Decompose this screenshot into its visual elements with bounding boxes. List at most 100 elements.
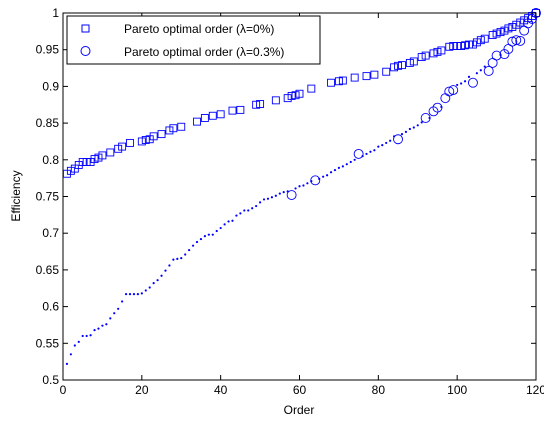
square-marker <box>157 130 166 139</box>
dot-marker <box>365 152 368 156</box>
dot-marker <box>385 141 388 145</box>
square-marker <box>370 70 379 79</box>
x-tick-label: 20 <box>135 383 149 397</box>
square-marker <box>327 78 335 87</box>
dot-marker <box>345 163 348 166</box>
dot-marker <box>389 139 392 142</box>
dot-marker <box>420 121 423 124</box>
dot-marker <box>243 209 246 212</box>
circle-marker <box>499 49 510 60</box>
circle-marker <box>310 175 321 186</box>
x-tick-label: 40 <box>214 383 228 397</box>
dot-marker <box>408 127 411 131</box>
dot-marker <box>235 214 238 217</box>
square-marker <box>480 34 489 43</box>
x-tick-label: 100 <box>447 383 467 397</box>
dot-marker <box>77 340 80 343</box>
circle-marker <box>491 50 502 61</box>
dot-marker <box>113 312 116 315</box>
dot-marker <box>195 240 199 244</box>
dot-marker <box>81 334 84 338</box>
dot-marker <box>282 190 285 194</box>
dot-marker <box>369 150 372 153</box>
dot-marker <box>199 237 203 241</box>
square-marker <box>256 100 265 108</box>
dot-marker <box>184 253 187 256</box>
dot-marker <box>144 289 147 292</box>
square-marker <box>295 89 304 98</box>
y-tick-label: 0.55 <box>36 336 60 350</box>
dot-marker <box>412 126 415 129</box>
y-tick-label: 0.85 <box>36 116 60 130</box>
dot-marker <box>341 165 344 168</box>
dot-marker <box>266 197 270 200</box>
circle-marker <box>432 102 443 113</box>
x-axis-label: Order <box>284 403 315 417</box>
square-marker <box>98 151 107 160</box>
dot-marker <box>278 192 281 195</box>
dot-marker <box>467 75 471 78</box>
dot-marker <box>128 293 132 296</box>
y-tick-label: 0.95 <box>36 43 60 57</box>
data-marks <box>62 8 541 365</box>
dot-marker <box>262 198 266 201</box>
dot-marker <box>164 269 167 272</box>
x-tick-label: 0 <box>60 383 67 397</box>
dot-marker <box>416 124 419 127</box>
y-tick-label: 0.8 <box>42 153 59 167</box>
dot-marker <box>215 229 218 233</box>
square-marker <box>236 105 245 114</box>
dot-marker <box>381 144 384 147</box>
dot-marker <box>168 264 171 267</box>
dot-marker <box>191 244 195 247</box>
dot-marker <box>93 328 96 332</box>
square-marker <box>382 67 391 76</box>
dot-marker <box>188 248 191 252</box>
square-marker <box>200 114 209 122</box>
circle-marker <box>428 106 439 117</box>
dot-marker <box>132 293 136 296</box>
x-tick-label: 80 <box>372 383 386 397</box>
dot-marker <box>353 158 356 161</box>
y-tick-label: 0.6 <box>42 300 59 314</box>
square-marker <box>409 57 418 66</box>
square-marker <box>208 111 217 120</box>
series-circle <box>286 8 541 200</box>
dot-marker <box>373 149 376 152</box>
circle-marker <box>507 36 518 47</box>
square-marker <box>169 124 178 133</box>
dot-marker <box>152 282 155 285</box>
dot-marker <box>306 182 309 185</box>
dot-marker <box>298 185 301 188</box>
circle-marker <box>393 134 403 145</box>
square-marker <box>149 132 158 141</box>
dot-marker <box>101 324 104 327</box>
dot-marker <box>117 307 120 310</box>
dot-marker <box>463 80 467 83</box>
dot-marker <box>124 293 128 296</box>
dot-marker <box>148 286 151 289</box>
dot-marker <box>65 362 69 365</box>
dot-marker <box>274 194 277 197</box>
plot-area: 0 20 40 60 80 100 120 0.5 0.55 0.6 0.65 0.7 0.75 0.8 0… <box>36 6 544 397</box>
dot-marker <box>207 233 210 236</box>
dot-marker <box>180 257 183 260</box>
circle-marker <box>515 35 526 46</box>
circle-marker <box>483 66 494 76</box>
x-tick-label: 120 <box>526 383 544 397</box>
y-tick-label: 1 <box>52 6 59 20</box>
legend-circle-marker <box>80 46 91 56</box>
dot-marker <box>333 168 337 172</box>
circle-marker <box>448 85 459 96</box>
square-marker <box>421 51 430 60</box>
y-tick-label: 0.65 <box>36 263 60 277</box>
legend-label-lambda-0: Pareto optimal order (λ=0%) <box>124 22 274 36</box>
dot-marker <box>227 220 230 223</box>
circle-marker <box>286 190 297 200</box>
y-tick-label: 0.9 <box>42 79 59 93</box>
square-marker <box>362 72 371 81</box>
axes-frame <box>62 12 537 381</box>
dot-marker <box>270 196 274 199</box>
dot-marker <box>136 293 139 296</box>
axis-ticks: 0 20 40 60 80 100 120 0.5 0.55 0.6 0.65 0.7 0.75 0.8 0… <box>36 6 544 397</box>
